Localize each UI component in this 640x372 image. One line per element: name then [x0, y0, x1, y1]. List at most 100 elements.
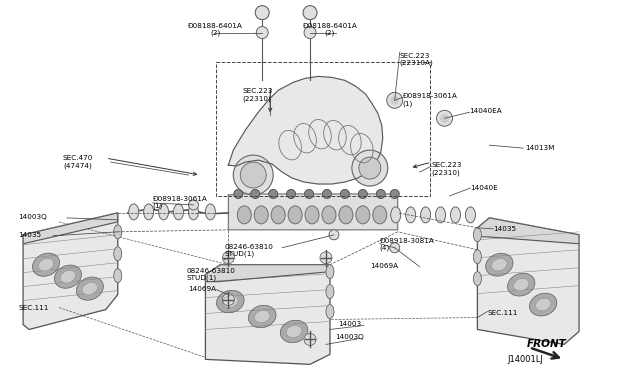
Ellipse shape — [322, 206, 336, 224]
Polygon shape — [205, 265, 330, 282]
Text: Ð08918-3081A
(4): Ð08918-3081A (4) — [380, 238, 435, 251]
Ellipse shape — [82, 282, 97, 295]
Circle shape — [352, 150, 388, 186]
Ellipse shape — [373, 206, 387, 224]
Ellipse shape — [223, 295, 238, 308]
Ellipse shape — [33, 253, 60, 276]
Ellipse shape — [486, 253, 513, 276]
Text: SEC.223
(22310A): SEC.223 (22310A) — [400, 52, 433, 66]
Text: 14035: 14035 — [493, 226, 516, 232]
Polygon shape — [23, 213, 118, 330]
Circle shape — [222, 294, 234, 305]
Ellipse shape — [76, 277, 103, 300]
Ellipse shape — [529, 293, 557, 316]
Circle shape — [251, 189, 260, 198]
Ellipse shape — [54, 265, 81, 288]
Circle shape — [376, 189, 385, 198]
Ellipse shape — [288, 206, 302, 224]
Ellipse shape — [326, 285, 334, 299]
Circle shape — [269, 189, 278, 198]
Text: SEC.111: SEC.111 — [18, 305, 49, 311]
Text: Ð08188-6401A
(2): Ð08188-6401A (2) — [303, 23, 357, 36]
Text: 14035: 14035 — [18, 232, 41, 238]
Ellipse shape — [326, 305, 334, 318]
Circle shape — [222, 252, 234, 264]
Ellipse shape — [254, 206, 268, 224]
Polygon shape — [228, 76, 383, 184]
Text: SEC.470
(47474): SEC.470 (47474) — [63, 155, 93, 169]
Text: SEC.223
(22310): SEC.223 (22310) — [431, 162, 462, 176]
Ellipse shape — [216, 291, 244, 313]
Text: Ð08918-3061A
(1): Ð08918-3061A (1) — [152, 196, 207, 209]
Text: FRONT: FRONT — [527, 339, 567, 349]
Text: 14069A: 14069A — [189, 286, 216, 292]
Circle shape — [340, 189, 349, 198]
Ellipse shape — [159, 204, 168, 220]
Ellipse shape — [356, 206, 370, 224]
Ellipse shape — [406, 207, 415, 223]
Circle shape — [287, 189, 296, 198]
Ellipse shape — [237, 206, 252, 224]
Circle shape — [391, 96, 399, 104]
Circle shape — [329, 230, 339, 240]
Ellipse shape — [420, 207, 431, 223]
Text: 14003Q: 14003Q — [335, 334, 364, 340]
Circle shape — [240, 162, 266, 188]
Circle shape — [323, 189, 332, 198]
Circle shape — [358, 189, 367, 198]
Ellipse shape — [339, 206, 353, 224]
Circle shape — [256, 26, 268, 39]
Ellipse shape — [391, 207, 401, 223]
Ellipse shape — [465, 207, 476, 223]
Ellipse shape — [280, 320, 308, 343]
Text: J14001LJ: J14001LJ — [508, 355, 543, 364]
Circle shape — [304, 26, 316, 39]
Ellipse shape — [114, 247, 122, 261]
Ellipse shape — [173, 204, 184, 220]
Ellipse shape — [248, 305, 276, 328]
Ellipse shape — [129, 204, 139, 220]
Ellipse shape — [143, 204, 154, 220]
Text: 14040E: 14040E — [470, 185, 498, 191]
Ellipse shape — [474, 228, 481, 242]
Ellipse shape — [436, 207, 445, 223]
Polygon shape — [23, 213, 118, 244]
Circle shape — [320, 252, 332, 264]
Circle shape — [390, 243, 400, 253]
Ellipse shape — [271, 206, 285, 224]
Circle shape — [436, 110, 452, 126]
Ellipse shape — [492, 259, 507, 271]
Circle shape — [359, 157, 381, 179]
Circle shape — [305, 189, 314, 198]
Text: 14013M: 14013M — [525, 145, 555, 151]
Ellipse shape — [114, 225, 122, 239]
Text: Ð08918-3061A
(1): Ð08918-3061A (1) — [403, 93, 458, 107]
Circle shape — [234, 189, 243, 198]
Circle shape — [303, 6, 317, 20]
Polygon shape — [205, 265, 330, 364]
Circle shape — [387, 92, 403, 108]
Text: 08246-63810
STUD(1): 08246-63810 STUD(1) — [186, 268, 236, 281]
Circle shape — [304, 333, 316, 346]
Ellipse shape — [205, 204, 216, 220]
Text: Ð08188-6401A
(2): Ð08188-6401A (2) — [188, 23, 243, 36]
Ellipse shape — [60, 270, 76, 283]
Ellipse shape — [508, 273, 535, 296]
Ellipse shape — [513, 278, 529, 291]
Ellipse shape — [326, 265, 334, 279]
Ellipse shape — [254, 310, 270, 323]
Ellipse shape — [114, 269, 122, 283]
Ellipse shape — [286, 326, 302, 337]
Polygon shape — [477, 218, 579, 344]
Circle shape — [255, 6, 269, 20]
Ellipse shape — [474, 250, 481, 264]
Text: SEC.223
(22310): SEC.223 (22310) — [243, 89, 273, 102]
Bar — [216, 62, 429, 196]
Text: 14003: 14003 — [338, 321, 361, 327]
Ellipse shape — [38, 258, 54, 271]
Text: 14040EA: 14040EA — [469, 108, 502, 114]
Ellipse shape — [474, 272, 481, 286]
Circle shape — [390, 189, 399, 198]
Ellipse shape — [189, 204, 198, 220]
Polygon shape — [228, 194, 397, 230]
